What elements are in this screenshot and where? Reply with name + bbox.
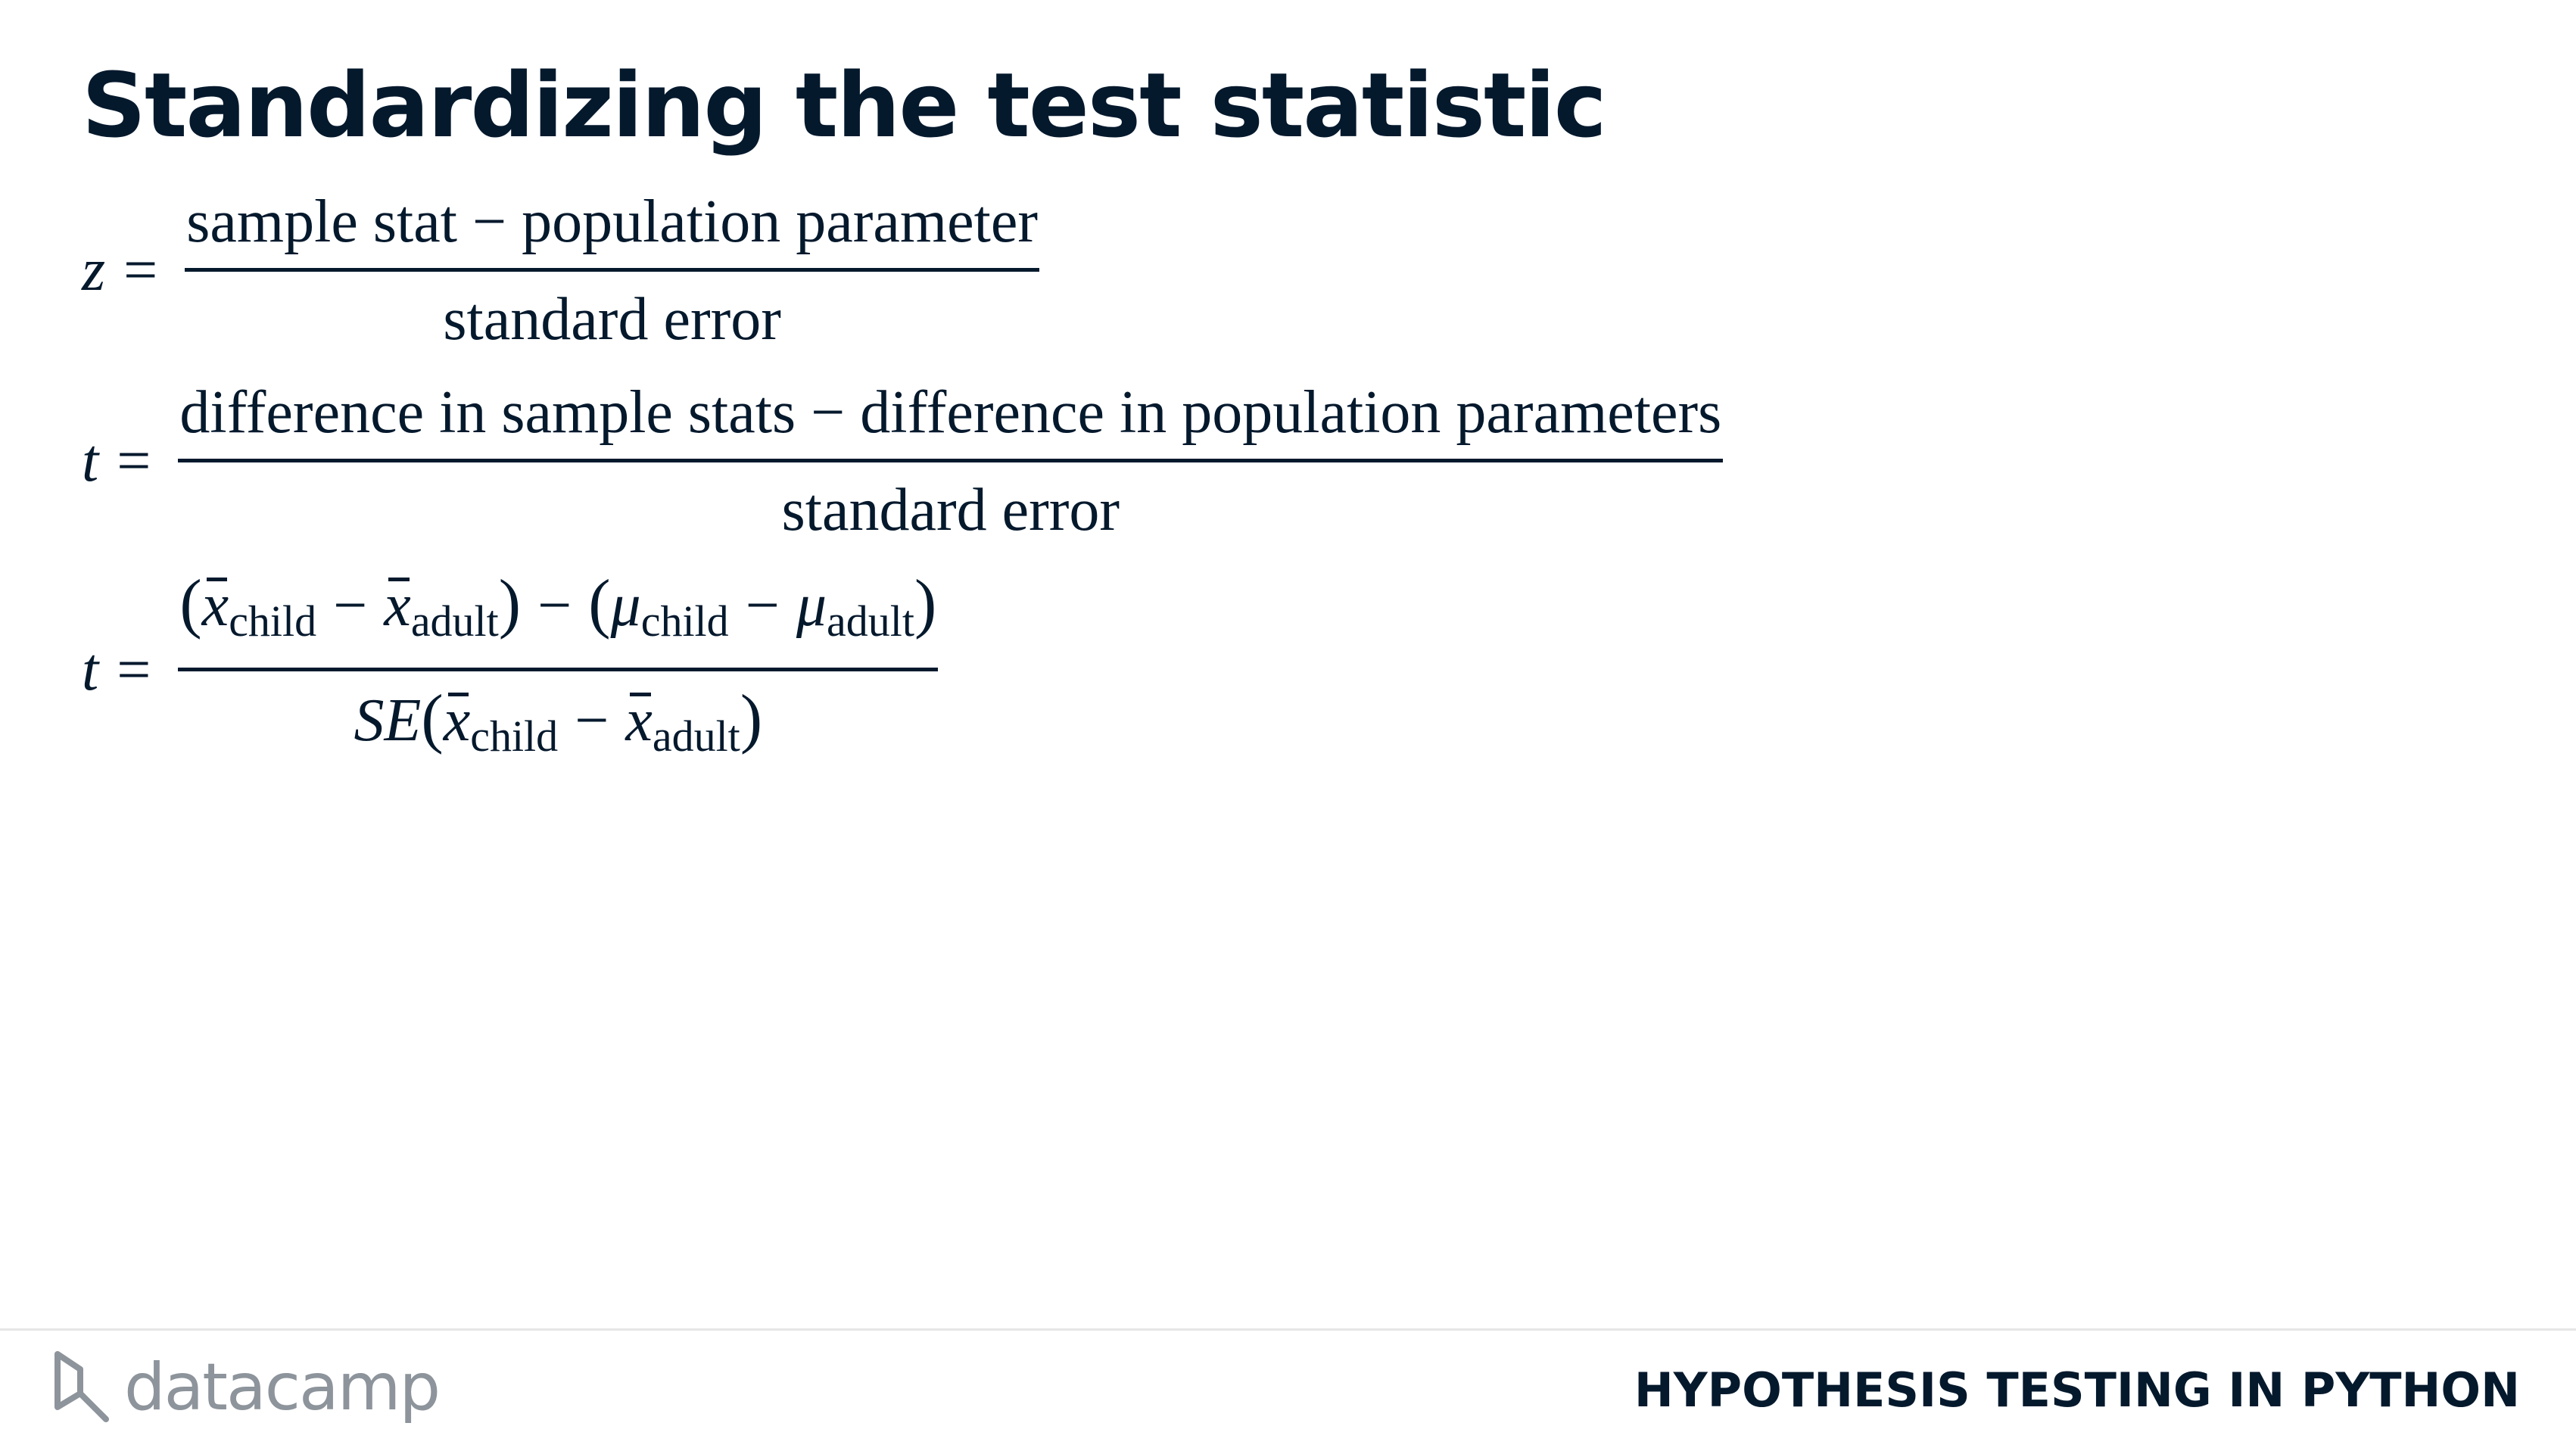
datacamp-logo: datacamp [51,1350,441,1425]
slide-title: Standardizing the test statistic [82,53,1607,157]
t-symbol: t [82,637,99,703]
t-numerator: difference in sample stats − difference … [179,379,1722,446]
se-symbol: SE [354,687,422,754]
t-specific-fraction: (xchild − xadult) − (μchild − μadult) SE(xchil… [178,564,939,777]
z-symbol: z [82,237,106,304]
z-formula: z = sample stat − population parameter s… [82,182,1040,360]
logo-text: datacamp [124,1350,441,1425]
footer-divider [0,1328,2576,1331]
x-bar: x [384,565,411,646]
minus-sign: − [537,572,572,639]
minus-sign: − [333,572,368,639]
mu-symbol: μ [610,572,641,639]
t-specific-formula: t = (xchild − xadult) − (μchild − μadult) SE(x… [82,564,939,777]
z-denominator: standard error [443,286,781,353]
t-specific-denominator: SE(xchild − xadult) [354,680,763,761]
mu-symbol: μ [796,572,827,639]
subscript-adult: adult [826,596,914,646]
t-symbol: t [82,428,99,494]
subscript-adult: adult [410,596,499,646]
x-bar: x [444,680,471,761]
x-bar: x [202,565,229,646]
z-fraction: sample stat − population parameter stand… [185,182,1040,360]
subscript-child: child [640,596,729,646]
minus-sign: − [745,572,780,639]
subscript-child: child [470,711,559,761]
equals-sign: = [123,237,158,304]
t-formula: t = difference in sample stats − differe… [82,372,1724,550]
minus-sign: − [575,687,609,754]
equals-sign: = [117,428,151,494]
x-bar: x [625,680,653,761]
subscript-adult: adult [652,711,740,761]
t-fraction: difference in sample stats − difference … [178,372,1724,550]
subscript-child: child [229,596,317,646]
fraction-bar [178,668,939,671]
fraction-bar [178,459,1724,462]
equals-sign: = [117,637,151,703]
course-title: HYPOTHESIS TESTING IN PYTHON [1634,1362,2520,1418]
fraction-bar [185,268,1040,272]
datacamp-logo-icon [55,1351,109,1422]
t-specific-numerator: (xchild − xadult) − (μchild − μadult) [179,565,937,646]
t-denominator: standard error [781,477,1120,543]
z-numerator: sample stat − population parameter [186,188,1039,255]
